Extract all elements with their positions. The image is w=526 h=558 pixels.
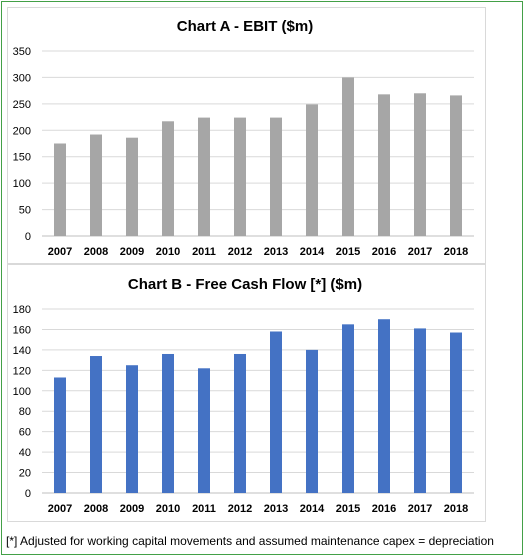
chart-b-xtick-label: 2009 bbox=[120, 503, 144, 515]
chart-b-ytick-label: 60 bbox=[19, 427, 31, 439]
chart-b-xtick-label: 2015 bbox=[336, 503, 360, 515]
chart-a-ytick-label: 50 bbox=[19, 205, 31, 217]
chart-b-bar bbox=[198, 368, 210, 493]
chart-a-bar bbox=[126, 137, 138, 236]
chart-a-bar bbox=[450, 95, 462, 237]
chart-b-bar bbox=[234, 353, 246, 493]
chart-b-ytick-label: 20 bbox=[19, 468, 31, 480]
chart-b-bar bbox=[414, 328, 426, 493]
chart-b-ytick-label: 140 bbox=[13, 345, 31, 357]
chart-a-xtick-label: 2009 bbox=[120, 246, 144, 258]
chart-a-bar bbox=[234, 117, 246, 236]
chart-a-ytick-label: 350 bbox=[13, 46, 31, 58]
chart-a-bar bbox=[54, 143, 66, 236]
chart-b-bar bbox=[90, 356, 102, 493]
chart-b-ytick-label: 100 bbox=[13, 386, 31, 398]
chart-b-xtick-label: 2007 bbox=[48, 503, 72, 515]
chart-b-xtick-label: 2017 bbox=[408, 503, 432, 515]
chart-b-ytick-label: 180 bbox=[13, 304, 31, 316]
chart-a-bar bbox=[306, 104, 318, 236]
chart-a-xtick-label: 2013 bbox=[264, 246, 288, 258]
chart-a-title: Chart A - EBIT ($m) bbox=[177, 18, 313, 35]
chart-a-bar bbox=[378, 94, 390, 236]
chart-a-xtick-label: 2014 bbox=[300, 246, 325, 258]
chart-a-ytick-label: 150 bbox=[13, 152, 31, 164]
chart-a-bar bbox=[414, 93, 426, 237]
chart-a-xtick-label: 2012 bbox=[228, 246, 252, 258]
chart-a-ytick-label: 100 bbox=[13, 178, 31, 190]
chart-a-ytick-label: 200 bbox=[13, 125, 31, 137]
chart-b-ytick-label: 80 bbox=[19, 406, 31, 418]
chart-a-bar bbox=[198, 117, 210, 236]
chart-b-bar bbox=[270, 331, 282, 493]
chart-a-ytick-label: 250 bbox=[13, 99, 31, 111]
chart-a-bar bbox=[270, 117, 282, 236]
chart-b-panel: Chart B - Free Cash Flow [*] ($m) 0 20 40 60… bbox=[7, 264, 486, 522]
chart-a-xtick-label: 2018 bbox=[444, 246, 468, 258]
chart-b-bar bbox=[162, 353, 174, 493]
chart-b-xtick-label: 2012 bbox=[228, 503, 252, 515]
chart-b-bar bbox=[306, 349, 318, 493]
chart-b-bar bbox=[54, 377, 66, 493]
chart-a-xtick-label: 2008 bbox=[84, 246, 108, 258]
chart-b-ytick-label: 40 bbox=[19, 447, 31, 459]
chart-a-ytick-label: 300 bbox=[13, 72, 31, 84]
chart-b-xtick-label: 2016 bbox=[372, 503, 396, 515]
chart-b-xtick-label: 2018 bbox=[444, 503, 468, 515]
chart-b-title: Chart B - Free Cash Flow [*] ($m) bbox=[128, 276, 362, 293]
chart-a-bar bbox=[90, 134, 102, 236]
chart-b-ytick-label: 120 bbox=[13, 365, 31, 377]
chart-a-xtick-label: 2010 bbox=[156, 246, 180, 258]
chart-b-xtick-label: 2013 bbox=[264, 503, 288, 515]
chart-b-xtick-label: 2010 bbox=[156, 503, 180, 515]
chart-a-ytick-label: 0 bbox=[25, 231, 31, 243]
chart-b-ytick-label: 0 bbox=[25, 488, 31, 500]
chart-a-panel: Chart A - EBIT ($m) 0 50 100 150 200 250 300 350… bbox=[7, 7, 486, 264]
chart-a-xtick-label: 2017 bbox=[408, 246, 432, 258]
chart-b-bar bbox=[450, 332, 462, 493]
chart-a: Chart A - EBIT ($m) 0 50 100 150 200 250 300 350… bbox=[13, 18, 474, 258]
chart-b-ytick-label: 160 bbox=[13, 324, 31, 336]
chart-b: Chart B - Free Cash Flow [*] ($m) 0 20 40 60… bbox=[13, 276, 474, 515]
chart-b-bar bbox=[342, 324, 354, 493]
chart-a-bar bbox=[162, 121, 174, 236]
chart-b-xtick-label: 2008 bbox=[84, 503, 108, 515]
chart-a-xtick-label: 2007 bbox=[48, 246, 72, 258]
chart-b-bar bbox=[378, 319, 390, 493]
chart-a-xtick-label: 2011 bbox=[192, 246, 216, 258]
chart-b-xtick-label: 2014 bbox=[300, 503, 325, 515]
chart-b-xtick-label: 2011 bbox=[192, 503, 216, 515]
chart-a-xtick-label: 2016 bbox=[372, 246, 396, 258]
chart-a-xtick-label: 2015 bbox=[336, 246, 360, 258]
chart-a-bar bbox=[342, 77, 354, 236]
footnote: [*] Adjusted for working capital movemen… bbox=[6, 534, 494, 548]
chart-b-bar bbox=[126, 365, 138, 493]
